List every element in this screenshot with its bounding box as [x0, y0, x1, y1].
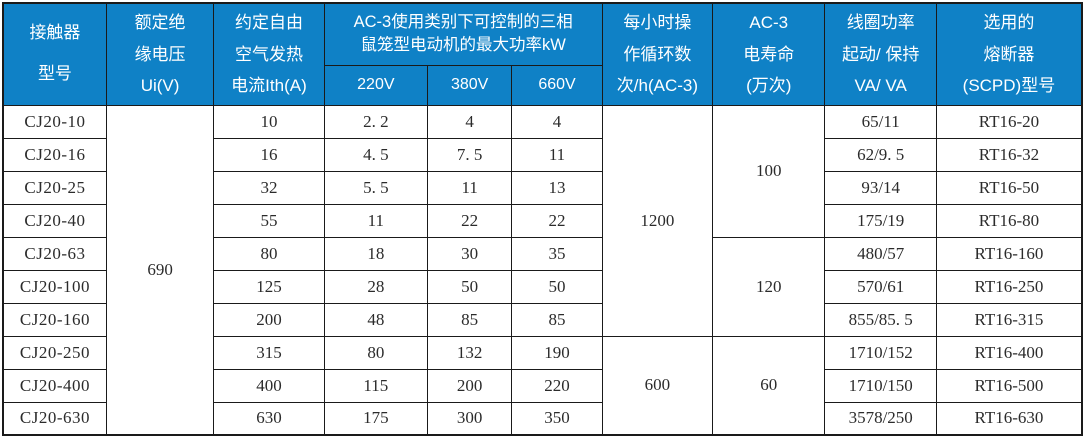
cell-p380: 85 [427, 302, 513, 337]
cell-p220: 4. 5 [323, 137, 429, 172]
cell-fuse: RT16-400 [935, 335, 1083, 370]
cell-fuse: RT16-32 [935, 137, 1083, 172]
cell-fuse: RT16-20 [935, 104, 1083, 139]
cell-p380: 4 [427, 104, 513, 139]
cell-p220: 5. 5 [323, 170, 429, 205]
cell-fuse: RT16-160 [935, 236, 1083, 271]
cell-fuse: RT16-250 [935, 269, 1083, 304]
cell-p660: 4 [511, 104, 603, 139]
header-voltage-660: 660V [511, 64, 603, 106]
table-row: CJ20-400 400 115 200 220 1710/150 RT16-5… [2, 368, 1083, 403]
cell-coil: 855/85. 5 [824, 302, 937, 337]
table-row: CJ20-10 690 10 2. 2 4 4 1200 100 65/11 R… [2, 104, 1083, 436]
cell-coil: 570/61 [824, 269, 937, 304]
header-ac3-max-power: AC-3使用类别下可控制的三相 鼠笼型电动机的最大功率kW [323, 2, 603, 66]
header-model: 接触器 型号 [2, 2, 107, 106]
cell-p660: 22 [511, 203, 603, 238]
cell-ith: 630 [213, 401, 325, 436]
cell-model: CJ20-160 [2, 302, 107, 337]
cell-p380: 200 [427, 368, 513, 403]
cell-model: CJ20-10 [2, 104, 107, 139]
header-fuse-type: 选用的 熔断器 (SCPD)型号 [935, 2, 1083, 106]
header-coil-power: 线圈功率 起动/ 保持 VA/ VA [824, 2, 937, 106]
header-voltage-380: 380V [427, 64, 513, 106]
header-electrical-life: AC-3 电寿命 (万次) [712, 2, 826, 106]
cell-cycles-merged-1200: 1200 [601, 104, 714, 337]
cell-p220: 48 [323, 302, 429, 337]
cell-p660: 50 [511, 269, 603, 304]
cell-p220: 115 [323, 368, 429, 403]
cell-p660: 190 [511, 335, 603, 370]
header-row-sub: 220V 380V 660V [3, 64, 1082, 106]
cell-p660: 85 [511, 302, 603, 337]
cell-fuse: RT16-315 [935, 302, 1083, 337]
cell-ith: 315 [213, 335, 325, 370]
cell-p660: 350 [511, 401, 603, 436]
header-insulation-voltage: 额定绝 缘电压 Ui(V) [105, 2, 215, 106]
cell-ith: 200 [213, 302, 325, 337]
cell-ith: 55 [213, 203, 325, 238]
cell-p660: 11 [511, 137, 603, 172]
cell-p220: 175 [323, 401, 429, 436]
cell-coil: 62/9. 5 [824, 137, 937, 172]
table-row: CJ20-25 32 5. 5 11 13 93/14 RT16-50 [2, 170, 1083, 205]
cell-coil: 1710/152 [824, 335, 937, 370]
cell-life-merged-60: 60 [712, 335, 826, 436]
cell-p380: 300 [427, 401, 513, 436]
cell-p380: 132 [427, 335, 513, 370]
table-row: CJ20-100 125 28 50 50 570/61 RT16-250 [2, 269, 1083, 304]
cell-fuse: RT16-500 [935, 368, 1083, 403]
cell-model: CJ20-16 [2, 137, 107, 172]
contactor-spec-table: 接触器 型号 额定绝 缘电压 Ui(V) 约定自由 空气发热 电流Ith(A) … [2, 2, 1083, 436]
cell-fuse: RT16-80 [935, 203, 1083, 238]
header-row-top: 接触器 型号 额定绝 缘电压 Ui(V) 约定自由 空气发热 电流Ith(A) … [2, 2, 1083, 106]
cell-coil: 65/11 [824, 104, 937, 139]
cell-cycles-merged-600: 600 [601, 335, 714, 436]
cell-p380: 30 [427, 236, 513, 271]
cell-p220: 80 [323, 335, 429, 370]
cell-coil: 1710/150 [824, 368, 937, 403]
cell-ith: 125 [213, 269, 325, 304]
cell-life-merged-120: 120 [712, 236, 826, 337]
cell-fuse: RT16-50 [935, 170, 1083, 205]
cell-ith: 10 [213, 104, 325, 139]
cell-model: CJ20-25 [2, 170, 107, 205]
cell-p380: 50 [427, 269, 513, 304]
cell-p380: 11 [427, 170, 513, 205]
cell-coil: 480/57 [824, 236, 937, 271]
cell-p220: 2. 2 [323, 104, 429, 139]
cell-ith: 16 [213, 137, 325, 172]
cell-model: CJ20-250 [2, 335, 107, 370]
header-operating-cycles: 每小时操 作循环数 次/h(AC-3) [601, 2, 714, 106]
cell-p380: 22 [427, 203, 513, 238]
cell-p660: 220 [511, 368, 603, 403]
cell-coil: 175/19 [824, 203, 937, 238]
cell-fuse: RT16-630 [935, 401, 1083, 436]
cell-ui-merged: 690 [105, 104, 215, 436]
cell-p660: 35 [511, 236, 603, 271]
cell-p220: 18 [323, 236, 429, 271]
cell-p380: 7. 5 [427, 137, 513, 172]
cell-coil: 93/14 [824, 170, 937, 205]
cell-model: CJ20-63 [2, 236, 107, 271]
table-row: CJ20-16 16 4. 5 7. 5 11 62/9. 5 RT16-32 [2, 137, 1083, 172]
cell-coil: 3578/250 [824, 401, 937, 436]
cell-life-merged-100: 100 [712, 104, 826, 238]
cell-model: CJ20-100 [2, 269, 107, 304]
cell-ith: 32 [213, 170, 325, 205]
cell-ith: 400 [213, 368, 325, 403]
cell-model: CJ20-40 [2, 203, 107, 238]
cell-ith: 80 [213, 236, 325, 271]
cell-p220: 28 [323, 269, 429, 304]
cell-p660: 13 [511, 170, 603, 205]
cell-p220: 11 [323, 203, 429, 238]
header-voltage-220: 220V [323, 64, 429, 106]
cell-model: CJ20-630 [2, 401, 107, 436]
table-row: CJ20-40 55 11 22 22 175/19 RT16-80 [2, 203, 1083, 238]
cell-model: CJ20-400 [2, 368, 107, 403]
table-row: CJ20-250 315 80 132 190 600 60 1710/152 … [2, 335, 1083, 436]
header-thermal-current: 约定自由 空气发热 电流Ith(A) [213, 2, 325, 106]
table-row: CJ20-630 630 175 300 350 3578/250 RT16-6… [2, 401, 1083, 436]
